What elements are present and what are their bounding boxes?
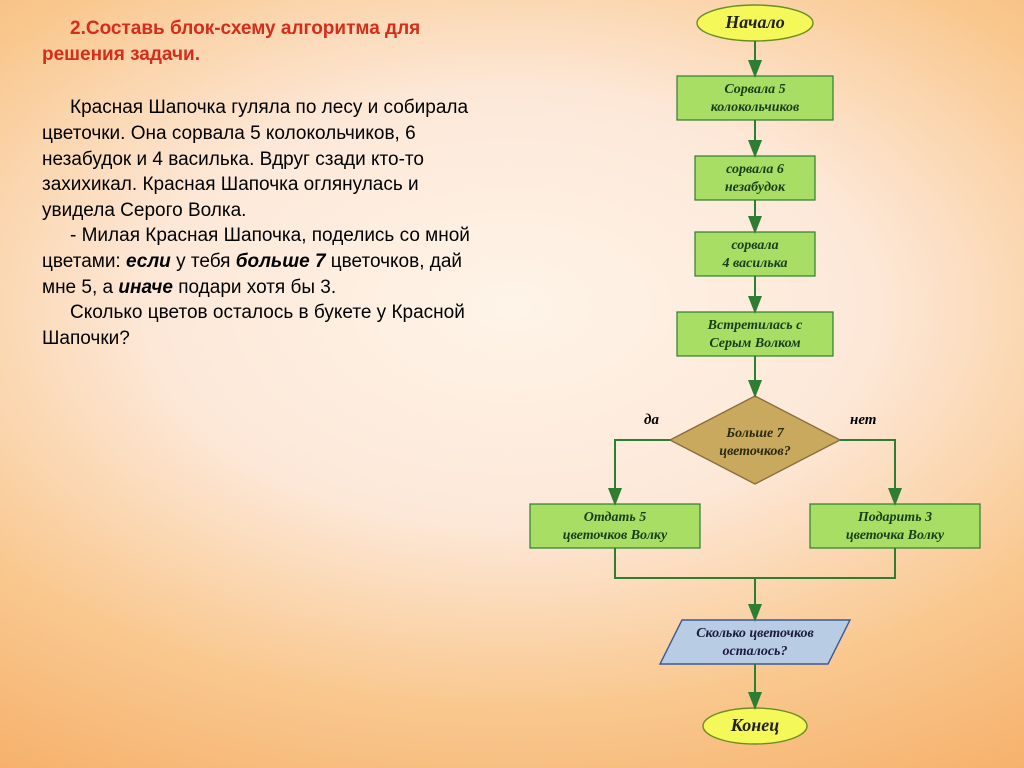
svg-text:Отдать 5: Отдать 5 [584, 510, 647, 525]
svg-text:Подарить 3: Подарить 3 [857, 510, 932, 525]
svg-text:цветочка Волку: цветочка Волку [846, 528, 945, 543]
paragraph-1: Красная Шапочка гуляла по лесу и собирал… [42, 95, 472, 223]
svg-text:Встретилась с: Встретилась с [707, 318, 803, 333]
svg-text:Больше 7: Больше 7 [725, 426, 785, 441]
svg-text:Серым Волком: Серым Волком [709, 336, 801, 351]
svg-text:осталось?: осталось? [723, 644, 788, 659]
svg-text:Начало: Начало [724, 12, 784, 32]
svg-text:Сколько цветочков: Сколько цветочков [696, 626, 814, 641]
label-no: нет [850, 412, 876, 428]
svg-text:цветочков?: цветочков? [719, 444, 790, 459]
task-title: 2.Составь блок-схему алгоритма для решен… [42, 16, 472, 67]
flowchart: Начало Сорвала 5 колокольчиков сорвала 6 нез… [490, 0, 1024, 768]
svg-text:колокольчиков: колокольчиков [711, 100, 800, 115]
svg-text:Конец: Конец [730, 715, 780, 735]
svg-text:4 василька: 4 василька [722, 256, 788, 271]
label-yes: да [644, 412, 659, 428]
svg-text:сорвала 6: сорвала 6 [726, 162, 784, 177]
svg-text:цветочков Волку: цветочков Волку [563, 528, 668, 543]
svg-text:сорвала: сорвала [731, 238, 778, 253]
svg-text:незабудок: незабудок [725, 180, 786, 195]
paragraph-3: Сколько цветов осталось в букете у Красн… [42, 300, 472, 351]
svg-text:Сорвала 5: Сорвала 5 [724, 82, 785, 97]
paragraph-2: - Милая Красная Шапочка, поделись со мно… [42, 223, 472, 300]
